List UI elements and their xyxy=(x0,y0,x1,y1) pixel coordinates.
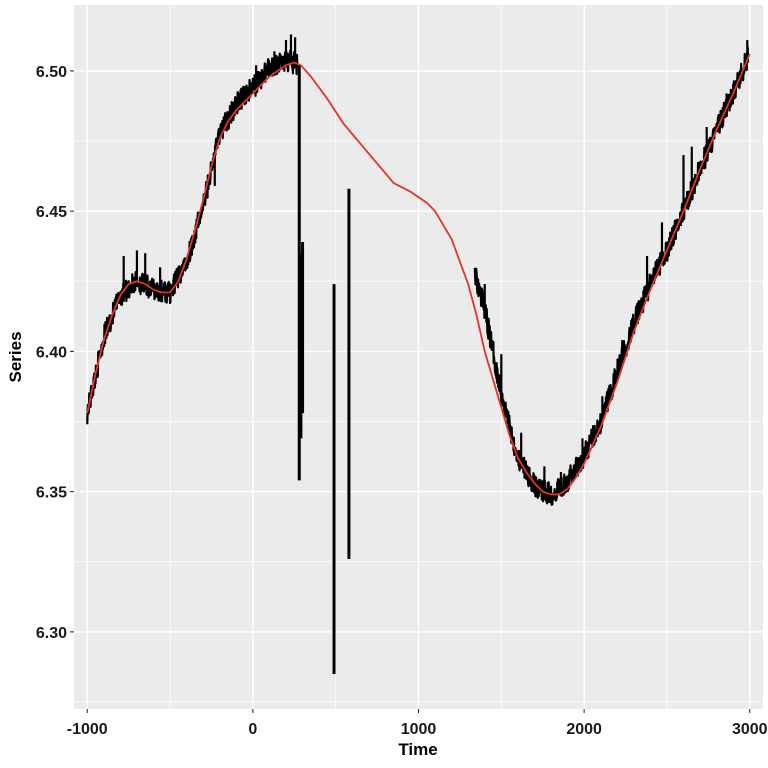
grid-layer xyxy=(74,5,763,709)
data-layer xyxy=(86,34,751,674)
y-tick-label: 6.40 xyxy=(36,344,67,361)
y-tick-label: 6.50 xyxy=(36,64,67,81)
y-tick-label: 6.45 xyxy=(36,204,67,221)
x-tick-label: 0 xyxy=(248,721,257,738)
y-axis-title: Series xyxy=(6,331,25,382)
x-tick-label: 3000 xyxy=(732,721,768,738)
smooth-trend-line xyxy=(86,53,751,496)
y-tick-label: 6.30 xyxy=(36,625,67,642)
x-tick-label: 2000 xyxy=(566,721,602,738)
x-tick-label: -1000 xyxy=(67,721,108,738)
x-axis-title: Time xyxy=(398,740,437,759)
x-tick-label: 1000 xyxy=(401,721,437,738)
axis-layer: -1000 0 1000 2000 3000 6.30 6.35 6.40 6.45 6.50 xyxy=(36,64,768,738)
y-tick-label: 6.35 xyxy=(36,485,67,502)
